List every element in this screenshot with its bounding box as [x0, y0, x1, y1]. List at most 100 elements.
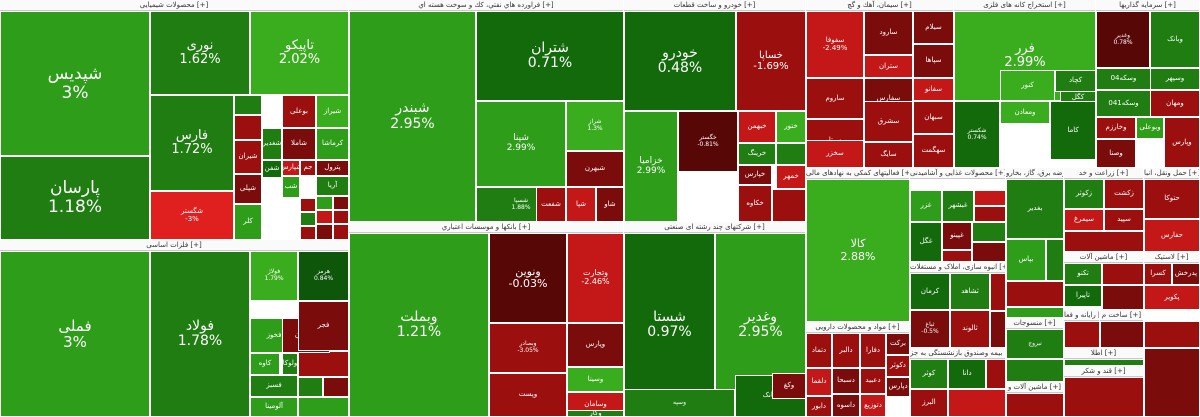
stock-tile[interactable]: پدرخش — [1172, 263, 1200, 285]
stock-tile-small[interactable] — [300, 198, 316, 212]
stock-tile[interactable]: دالبر — [832, 333, 860, 368]
stock-tile-small[interactable] — [986, 359, 1006, 389]
stock-tile[interactable]: وسینا — [567, 367, 624, 392]
stock-tile[interactable]: دسبحا — [832, 368, 860, 394]
stock-tile-small[interactable] — [1046, 239, 1064, 281]
stock-tile[interactable]: سیلام — [913, 11, 954, 44]
sector-header[interactable]: لاستیک [+] — [1144, 252, 1199, 263]
stock-tile[interactable]: تاپیرا — [1064, 285, 1102, 307]
sector-header[interactable]: محصولات غذایی و آشامیدنی [+] — [910, 168, 1005, 179]
sector-header[interactable]: فراورده هاي نفتي، كك و سوخت هسته اي [+] — [349, 0, 623, 11]
stock-tile[interactable]: خرینگ — [738, 143, 776, 165]
stock-tile[interactable]: شتران 0.71% — [476, 11, 624, 101]
stock-tile[interactable]: وصنا — [1096, 139, 1136, 168]
sector-header[interactable]: استخراج کانه های فلزی [+] — [954, 0, 1095, 11]
stock-tile[interactable]: شغدیر — [262, 128, 282, 160]
stock-tile[interactable]: شپا — [566, 187, 596, 222]
stock-tile[interactable]: کاما — [1050, 101, 1096, 160]
stock-tile-small[interactable] — [990, 273, 1006, 311]
stock-tile[interactable]: کوثر — [910, 359, 948, 389]
stock-tile[interactable]: فولاژ 1.79% — [250, 251, 298, 301]
stock-tile-small[interactable] — [333, 196, 349, 210]
sector-header[interactable]: سرمایه گذاریها [+] — [1096, 0, 1199, 11]
stock-tile[interactable]: شفعت — [536, 187, 566, 222]
sector-header[interactable]: فلزات اساسی [+] — [0, 240, 348, 251]
stock-tile[interactable]: وسپه — [624, 389, 735, 417]
stock-tile[interactable]: آریا — [316, 176, 349, 196]
stock-tile[interactable]: فارس 1.72% — [150, 95, 234, 191]
sector-header[interactable]: شرکتهای چند رشته ای صنعتی [+] — [624, 222, 805, 233]
stock-tile[interactable]: بغدیر — [1006, 179, 1064, 239]
stock-tile[interactable]: ثشاهد — [950, 273, 990, 310]
stock-tile[interactable]: خگستر -0.81% — [678, 111, 738, 172]
stock-tile[interactable]: غگل — [910, 222, 942, 262]
stock-tile[interactable]: زکوثر — [1064, 179, 1104, 209]
stock-tile-small[interactable] — [1144, 348, 1200, 417]
stock-tile[interactable]: سفوفا -2.49% — [806, 11, 864, 78]
stock-tile[interactable]: وسپهر — [1150, 68, 1200, 90]
sector-header[interactable]: سیمان، آهك و گچ [+] — [806, 0, 953, 11]
stock-tile[interactable]: فجر — [298, 301, 349, 351]
stock-tile[interactable]: ومعادن — [1000, 101, 1050, 124]
stock-tile-small[interactable] — [1006, 307, 1064, 318]
stock-tile-small[interactable] — [1100, 321, 1144, 348]
stock-tile-small[interactable] — [1144, 321, 1200, 348]
stock-tile[interactable]: سیمرغ — [1064, 209, 1104, 231]
sector-header[interactable]: محصولات شیمیایی [+] — [0, 0, 348, 11]
sector-header[interactable]: حمل ونقل، انبا [+] — [1144, 168, 1199, 179]
stock-tile[interactable]: دتماد — [806, 333, 832, 368]
stock-tile-small[interactable] — [300, 212, 316, 226]
stock-tile[interactable]: دانا — [948, 359, 986, 389]
sector-header[interactable]: خودرو و ساخت قطعات [+] — [624, 0, 805, 11]
sector-header[interactable]: اطلا [+] — [1064, 348, 1143, 359]
stock-tile[interactable]: وبانک — [1150, 11, 1200, 68]
stock-tile-small[interactable] — [316, 196, 333, 210]
stock-tile[interactable]: فسبز — [250, 375, 298, 397]
stock-tile[interactable]: سایگ — [864, 142, 913, 168]
stock-tile[interactable]: سخزر — [806, 140, 864, 168]
stock-tile-small[interactable] — [323, 377, 349, 397]
stock-tile[interactable]: سپید — [1104, 209, 1144, 231]
stock-tile[interactable]: ومهان — [1150, 90, 1200, 117]
stock-tile[interactable]: سهگمت — [913, 134, 954, 168]
stock-tile[interactable]: ختور — [776, 111, 806, 143]
stock-tile[interactable]: غزر — [910, 190, 942, 222]
stock-tile-small[interactable] — [234, 115, 262, 140]
stock-tile[interactable]: البرز — [910, 389, 948, 417]
stock-tile-small[interactable] — [990, 311, 1006, 348]
stock-tile[interactable]: ستران — [864, 55, 913, 78]
stock-tile-small[interactable] — [333, 210, 349, 224]
stock-tile-small[interactable] — [1102, 285, 1144, 310]
stock-tile-small[interactable] — [1102, 263, 1144, 285]
sector-header[interactable]: بانكها و موسسات اعتباري [+] — [349, 222, 623, 233]
sector-header[interactable]: ساخت م [+] — [1100, 310, 1143, 321]
stock-tile-small[interactable] — [1064, 359, 1144, 366]
stock-tile[interactable]: شستا 0.97% — [624, 233, 715, 417]
stock-tile[interactable]: وسکه04 — [1096, 68, 1151, 90]
stock-tile[interactable]: خکاوه — [738, 185, 772, 222]
stock-tile[interactable]: سشرق — [864, 101, 913, 142]
stock-tile[interactable]: وتجارت -2.46% — [567, 233, 624, 323]
stock-tile[interactable]: وپارس — [567, 323, 624, 367]
stock-tile[interactable]: ونوین -0.03% — [489, 233, 567, 323]
stock-tile[interactable]: کچاد — [1055, 70, 1096, 92]
sector-header[interactable]: فعالیتهای کمکی به نهادهای مالی [+] — [806, 168, 909, 179]
stock-tile-small[interactable] — [776, 143, 806, 165]
stock-tile[interactable]: کاوه — [250, 353, 280, 375]
stock-tile[interactable]: وبملت 1.21% — [349, 233, 489, 417]
stock-tile[interactable]: وبصادر -3.05% — [489, 323, 567, 373]
stock-tile[interactable]: خزامیا 2.99% — [624, 111, 678, 222]
stock-tile[interactable]: کنور — [1000, 70, 1055, 101]
stock-tile-small[interactable] — [972, 242, 1006, 262]
stock-tile[interactable]: تاپیکو 2.02% — [250, 11, 349, 95]
stock-tile[interactable]: شکستر 0.74% — [954, 101, 1000, 168]
stock-tile[interactable]: شپدیس 3% — [0, 11, 150, 156]
stock-tile[interactable]: وپارس — [1164, 117, 1200, 168]
stock-tile-small[interactable] — [1006, 393, 1064, 417]
stock-tile[interactable]: شبندر 2.95% — [349, 11, 476, 222]
stock-tile-small[interactable] — [234, 95, 262, 115]
stock-tile[interactable]: شپارس — [282, 160, 300, 176]
stock-tile-small[interactable] — [772, 189, 806, 222]
stock-tile-small[interactable] — [972, 222, 1006, 242]
stock-tile[interactable]: نبروج — [1006, 329, 1064, 359]
